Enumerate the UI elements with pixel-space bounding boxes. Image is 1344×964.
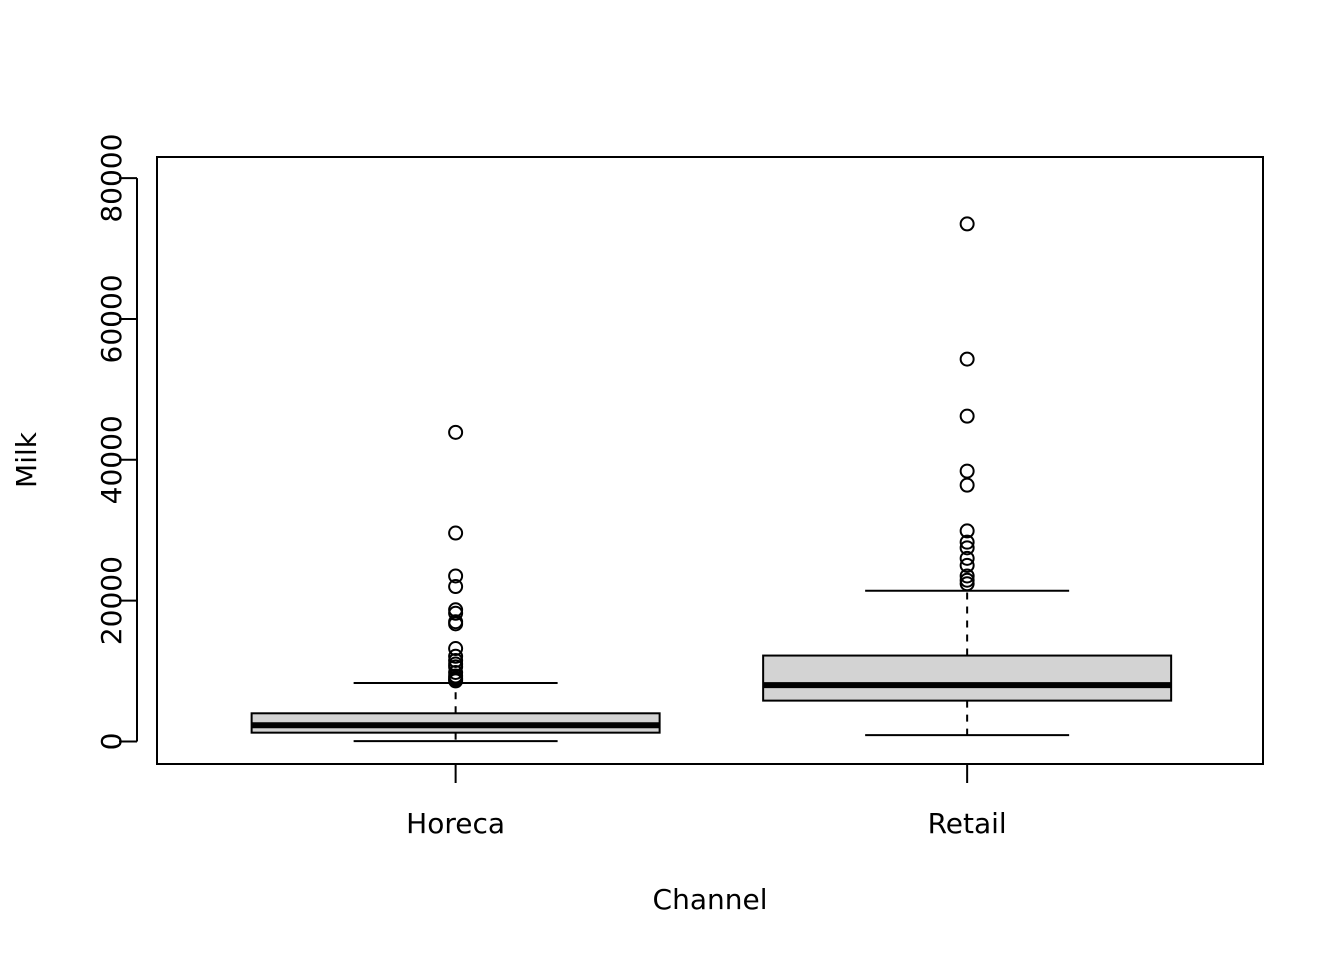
outlier-point (959, 568, 975, 584)
outlier-point (959, 540, 975, 556)
outlier-point (448, 673, 464, 689)
outlier-point (959, 576, 975, 592)
outlier-point (448, 525, 464, 541)
y-tick-label: 80000 (95, 134, 128, 223)
outlier-point (959, 477, 975, 493)
outlier-point (959, 351, 975, 367)
outlier-point (448, 424, 464, 440)
x-axis-title: Channel (653, 883, 768, 916)
outlier-point (448, 568, 464, 584)
x-tick-label: Retail (928, 807, 1007, 840)
iqr-box (762, 654, 1173, 702)
x-axis: Horeca Retail (406, 764, 1007, 840)
outlier-point (448, 616, 464, 632)
outlier-point (959, 550, 975, 566)
box-series (250, 216, 1173, 743)
outlier-point (448, 605, 464, 621)
plot-frame (156, 156, 1264, 765)
outlier-point (448, 579, 464, 595)
y-tick-label: 40000 (95, 415, 128, 504)
outlier-point (959, 523, 975, 539)
outlier-point (959, 408, 975, 424)
y-axis: 0 20000 40000 60000 80000 (95, 134, 138, 751)
outlier-point (959, 557, 975, 573)
outlier-point (448, 641, 464, 657)
box-horeca (250, 424, 661, 743)
outlier-point (959, 216, 975, 232)
x-tick-label: Horeca (406, 807, 505, 840)
outlier-point (448, 648, 464, 664)
y-tick-label: 60000 (95, 274, 128, 363)
outlier-point (959, 463, 975, 479)
outlier-point (959, 534, 975, 550)
y-tick-label: 0 (95, 733, 128, 751)
y-tick-label: 20000 (95, 556, 128, 645)
y-axis-title: Milk (10, 431, 43, 488)
box-retail (762, 216, 1173, 737)
